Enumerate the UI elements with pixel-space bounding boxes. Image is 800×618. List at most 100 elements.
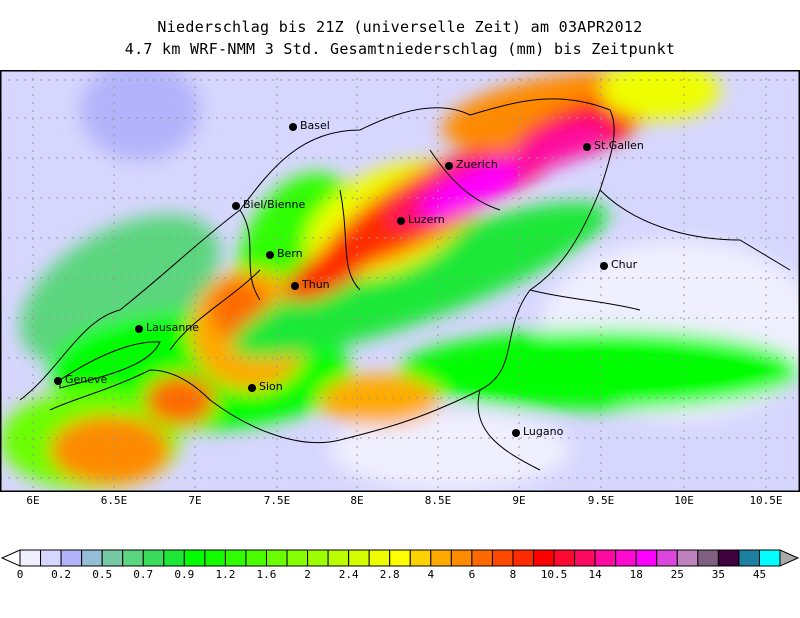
city-marker — [266, 251, 274, 259]
precip-area — [80, 70, 200, 160]
map-subtitle: 4.7 km WRF-NMM 3 Std. Gesamtniederschlag… — [124, 40, 676, 58]
precip-area — [145, 375, 215, 425]
colorbar-swatch — [348, 549, 370, 567]
colorbar-swatch — [615, 549, 637, 567]
colorbar-swatch — [717, 549, 740, 567]
colorbar-label: 4 — [427, 568, 435, 581]
precipitation-map — [0, 70, 800, 492]
precip-area — [231, 201, 609, 359]
lon-tick-label: 7E — [188, 494, 202, 507]
colorbar-under-arrow — [0, 549, 21, 567]
city-label: Chur — [611, 258, 638, 271]
colorbar-label: 2 — [304, 568, 311, 581]
colorbar-swatch — [676, 549, 699, 567]
colorbar-swatch — [183, 549, 206, 567]
colorbar-swatch — [450, 549, 473, 567]
colorbar-swatch — [142, 549, 165, 567]
lon-tick-label: 9.5E — [587, 494, 615, 507]
colorbar-swatch — [656, 549, 678, 567]
colorbar-swatch — [594, 549, 617, 567]
colorbar-over-arrow — [779, 549, 800, 567]
colorbar-label: 6 — [468, 568, 476, 581]
lon-tick-label: 8.5E — [424, 494, 452, 507]
colorbar-label: 0.9 — [174, 568, 195, 581]
precip-area — [330, 410, 570, 490]
lon-tick-label: 6E — [26, 494, 40, 507]
lon-tick-label: 6.5E — [100, 494, 128, 507]
precip-area — [419, 161, 521, 219]
lon-tick-label: 8E — [350, 494, 364, 507]
city-label: Basel — [300, 119, 330, 132]
colorbar-swatch — [574, 549, 596, 567]
colorbar-swatch — [738, 549, 760, 567]
city-marker — [600, 262, 608, 270]
city-label: St.Gallen — [594, 139, 644, 152]
colorbar-swatch — [368, 549, 391, 567]
precip-area — [600, 70, 720, 120]
colorbar-swatch — [19, 549, 42, 567]
colorbar-swatch — [758, 549, 781, 567]
colorbar-label: 45 — [752, 568, 767, 581]
colorbar-swatch — [245, 549, 267, 567]
colorbar-swatch — [430, 549, 452, 567]
colorbar-swatch — [553, 549, 576, 567]
colorbar-swatch — [512, 549, 535, 567]
city-marker — [54, 377, 62, 385]
colorbar-swatch — [60, 549, 83, 567]
colorbar-label: 2.4 — [338, 568, 359, 581]
colorbar-swatch — [122, 549, 144, 567]
colorbar-swatch — [265, 549, 288, 567]
city-marker — [135, 325, 143, 333]
precip-area — [400, 330, 800, 410]
city-label: Bern — [277, 247, 303, 260]
colorbar-label: 18 — [629, 568, 643, 581]
city-label: Luzern — [408, 213, 445, 226]
precip-area — [50, 415, 170, 485]
colorbar-swatch — [635, 549, 658, 567]
city-label: Thun — [302, 278, 330, 291]
city-label: Lugano — [523, 425, 564, 438]
colorbar-swatch — [697, 549, 719, 567]
city-marker — [583, 143, 591, 151]
colorbar-swatch — [286, 549, 309, 567]
city-marker — [232, 202, 240, 210]
city-marker — [512, 429, 520, 437]
colorbar-swatch — [224, 549, 247, 567]
precip-area — [512, 120, 608, 170]
precip-area — [320, 375, 440, 425]
lon-tick-label: 7.5E — [263, 494, 291, 507]
city-label: Geneve — [65, 373, 108, 386]
city-label: Biel/Bienne — [243, 198, 306, 211]
colorbar-swatch — [409, 549, 432, 567]
colorbar-label: 0.2 — [51, 568, 72, 581]
colorbar-label: 1.2 — [215, 568, 236, 581]
colorbar-label: 25 — [670, 568, 684, 581]
city-marker — [289, 123, 297, 131]
colorbar-swatch — [307, 549, 329, 567]
colorbar-label: 8 — [509, 568, 517, 581]
city-marker — [445, 162, 453, 170]
city-label: Zuerich — [456, 158, 498, 171]
lon-tick-label: 9E — [512, 494, 526, 507]
colorbar-label: 2.8 — [379, 568, 400, 581]
map-title: Niederschlag bis 21Z (universelle Zeit) … — [157, 18, 643, 36]
city-label: Sion — [259, 380, 283, 393]
city-marker — [248, 384, 256, 392]
colorbar-swatch — [163, 549, 185, 567]
precip-area — [285, 239, 375, 301]
colorbar-swatch — [204, 549, 226, 567]
colorbar-swatch — [40, 549, 62, 567]
colorbar-label: 0.7 — [133, 568, 154, 581]
colorbar-label: 35 — [711, 568, 725, 581]
city-label: Lausanne — [146, 321, 200, 334]
colorbar-label: 14 — [588, 568, 602, 581]
colorbar-swatch — [533, 549, 555, 567]
lon-tick-label: 10E — [674, 494, 694, 507]
colorbar-swatch — [81, 549, 103, 567]
colorbar-label: 0 — [16, 568, 24, 581]
colorbar-swatch — [327, 549, 350, 567]
colorbar-label: 1.6 — [256, 568, 277, 581]
colorbar-swatch — [471, 549, 493, 567]
colorbar — [0, 549, 800, 567]
city-marker — [397, 217, 405, 225]
